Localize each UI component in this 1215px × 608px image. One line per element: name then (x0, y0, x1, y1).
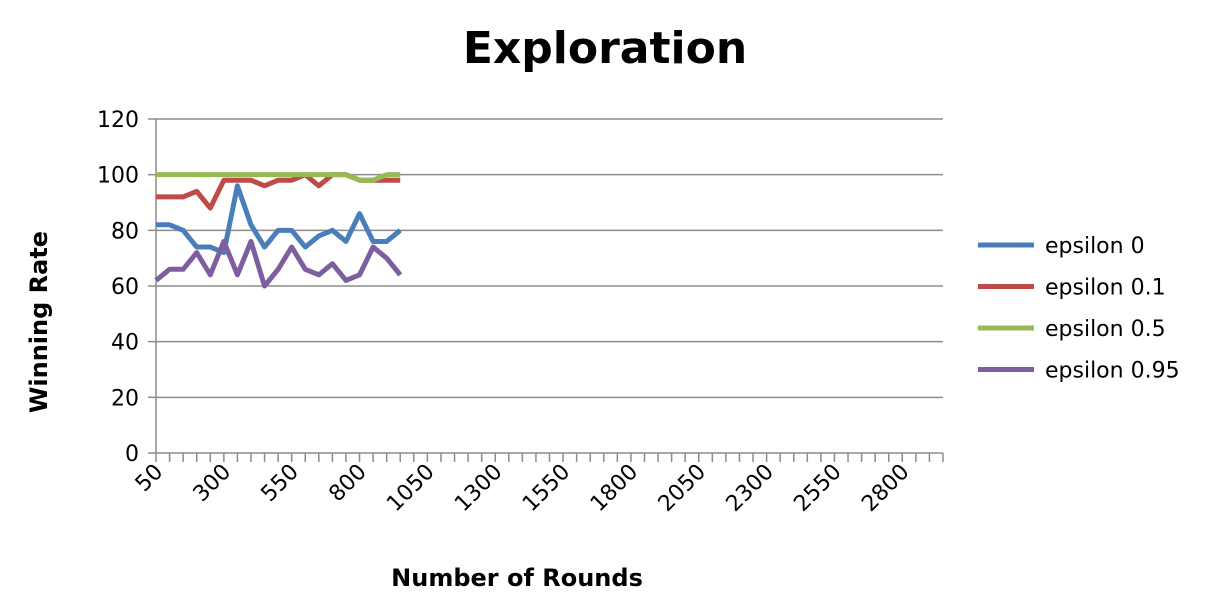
series-line (154, 238, 403, 289)
y-tick-label: 100 (97, 164, 139, 189)
x-tick-label: 800 (324, 460, 371, 507)
x-tick-label: 1050 (382, 460, 439, 517)
legend-item: epsilon 0.5 (978, 317, 1166, 342)
y-tick-labels: 0 20 40 60 80 100 120 (97, 108, 139, 467)
chart-title: Exploration (463, 23, 747, 74)
series-lines (154, 172, 403, 289)
x-tick-label: 1550 (518, 460, 575, 517)
series-line (156, 183, 402, 256)
y-tick-label: 80 (111, 219, 139, 244)
legend-item: epsilon 0 (978, 234, 1145, 259)
x-axis-title: Number of Rounds (391, 564, 643, 592)
x-tick-label: 2800 (857, 460, 914, 517)
x-tick-label: 1300 (450, 460, 507, 517)
gridlines (156, 118, 943, 399)
x-tick-labels: 50 300 550 800 1050 1300 1550 1800 2050 2300 2550 2… (131, 460, 915, 517)
series-line (156, 172, 401, 183)
x-tick-label: 2550 (789, 460, 846, 517)
legend-label: epsilon 0.1 (1045, 276, 1166, 301)
legend-label: epsilon 0.95 (1045, 359, 1180, 384)
y-tick-label: 60 (111, 275, 139, 300)
x-tick-label: 2300 (722, 460, 779, 517)
x-tick-label: 1800 (586, 460, 643, 517)
y-axis-title: Winning Rate (25, 231, 53, 413)
y-tick-label: 40 (111, 331, 139, 356)
y-tick-label: 120 (97, 108, 139, 133)
y-tick-label: 0 (125, 442, 139, 467)
axes (148, 118, 944, 462)
legend-label: epsilon 0.5 (1045, 317, 1166, 342)
legend-item: epsilon 0.1 (978, 276, 1166, 301)
x-tick-label: 550 (257, 460, 304, 507)
legend-label: epsilon 0 (1045, 234, 1145, 259)
legend-item: epsilon 0.95 (978, 359, 1180, 384)
x-tick-label: 2050 (654, 460, 711, 517)
x-tick-label: 300 (189, 460, 236, 507)
legend: epsilon 0 epsilon 0.1 epsilon 0.5 epsilon 0… (978, 234, 1180, 384)
y-tick-label: 20 (111, 386, 139, 411)
